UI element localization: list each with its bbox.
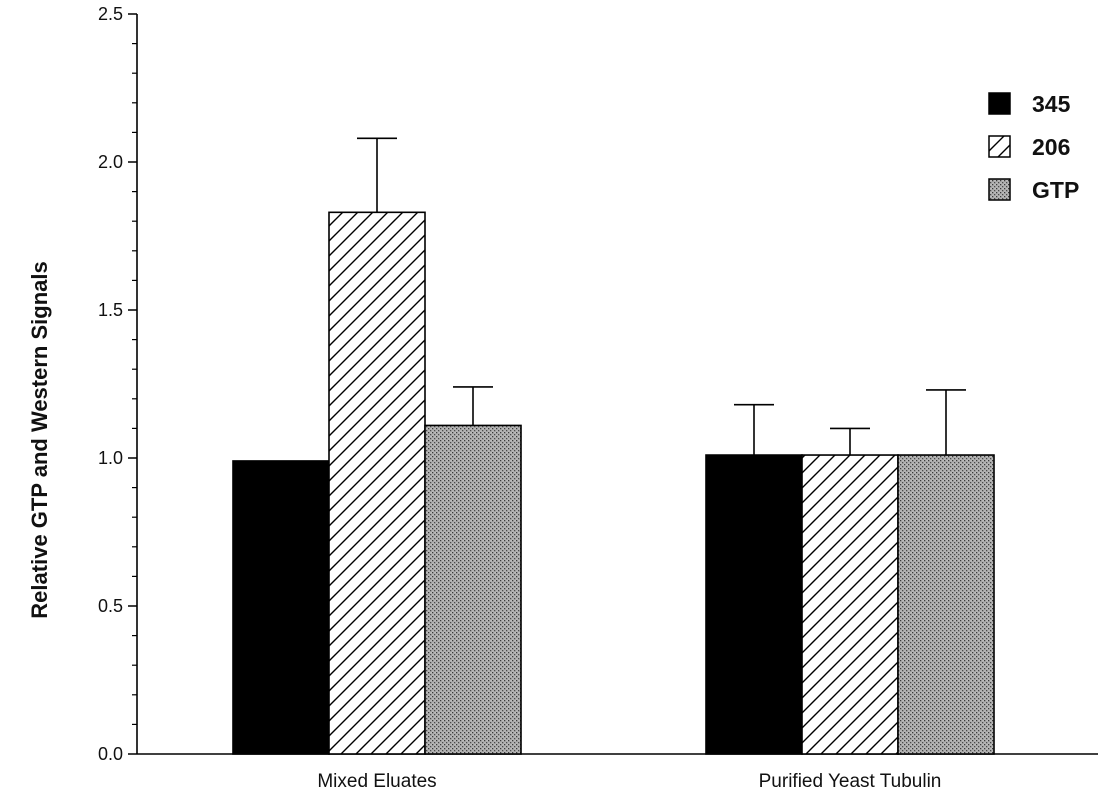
legend-swatch-345 <box>988 92 1011 115</box>
bars <box>232 137 995 755</box>
y-tick-label: 1.0 <box>98 448 123 468</box>
y-tick-label: 0.0 <box>98 744 123 764</box>
legend-label-gtp: GTP <box>1032 177 1079 203</box>
category-label-1: Purified Yeast Tubulin <box>759 771 942 792</box>
legend: 345 206 GTP <box>988 91 1079 203</box>
y-tick-label: 1.5 <box>98 300 123 320</box>
y-tick-label: 2.5 <box>98 4 123 24</box>
legend-swatch-gtp <box>988 178 1011 201</box>
category-label-0: Mixed Eluates <box>317 771 436 792</box>
legend-label-345: 345 <box>1032 91 1071 117</box>
bar-gtp-0 <box>424 424 522 755</box>
category-labels: Mixed Eluates Purified Yeast Tubulin <box>317 771 941 792</box>
y-tick-label: 0.5 <box>98 596 123 616</box>
y-tick-label: 2.0 <box>98 152 123 172</box>
bar-206-0 <box>328 211 426 755</box>
bar-345-1 <box>705 454 803 755</box>
bar-206-1 <box>801 454 899 755</box>
bar-345-0 <box>232 460 330 755</box>
legend-label-206: 206 <box>1032 134 1070 160</box>
y-axis-title: Relative GTP and Western Signals <box>27 261 52 618</box>
bar-gtp-1 <box>897 454 995 755</box>
legend-swatch-206 <box>988 135 1011 158</box>
